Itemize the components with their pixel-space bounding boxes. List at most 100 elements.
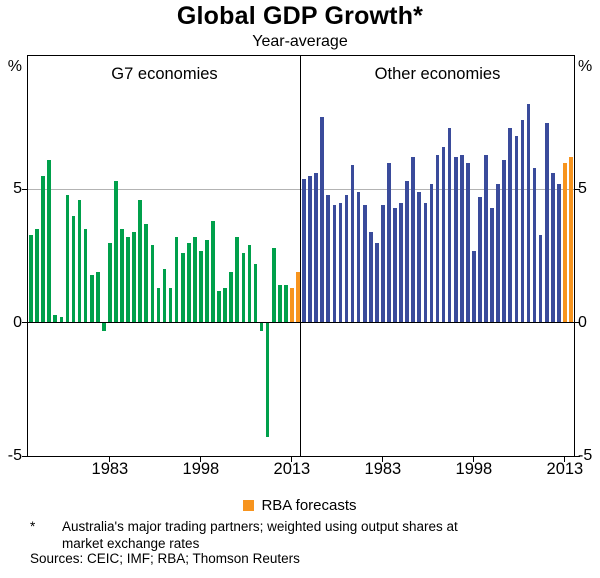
bar-g7-2005	[241, 253, 246, 323]
bar-other-2003	[502, 160, 507, 323]
panel-divider	[300, 56, 301, 456]
bar-other-2007	[526, 104, 531, 323]
sources-line: Sources: CEIC; IMF; RBA; Thomson Reuters	[30, 551, 300, 566]
bar-other-1993	[441, 146, 446, 323]
bar-g7-1983	[108, 242, 112, 323]
bar-other-1975	[332, 205, 337, 323]
bar-g7-2011	[277, 285, 282, 323]
bar-g7-1993	[168, 288, 173, 323]
y-tick-right-0	[575, 322, 580, 324]
panel-g7: G7 economies	[28, 56, 301, 456]
y-tick-label-left--5: -5	[7, 447, 22, 464]
y-tick-left--5	[22, 455, 27, 457]
bar-g7-1974	[53, 314, 58, 323]
bar-g7-2012	[284, 285, 288, 323]
bar-other-2001	[490, 208, 494, 323]
x-tick-g7-1998	[200, 457, 202, 462]
chart-subtitle: Year-average	[252, 33, 348, 50]
bar-g7-1999	[205, 240, 209, 323]
y-tick-left-0	[22, 322, 27, 324]
bar-g7-1970	[29, 234, 33, 323]
bar-other-1989	[417, 192, 422, 323]
chart-title: Global GDP Growth*	[176, 2, 424, 30]
y-tick-right-5	[575, 188, 580, 190]
bar-g7-1971	[35, 229, 39, 323]
bar-other-1981	[368, 232, 373, 323]
bar-other-2008	[532, 168, 537, 323]
bar-other-1996	[459, 154, 464, 323]
gridline-5	[28, 188, 574, 190]
bar-other-1979	[356, 192, 361, 323]
plot-frame: G7 economies Other economies	[27, 55, 575, 457]
y-tick-left-5	[22, 188, 27, 190]
y-tick-right--5	[575, 455, 580, 457]
bar-g7-1998	[199, 250, 203, 323]
bar-other-1995	[453, 157, 458, 323]
zero-line	[28, 322, 574, 324]
x-tick-label-g7-1998: 1998	[182, 460, 220, 478]
bar-other-1982	[375, 242, 379, 323]
bar-other-1971	[308, 176, 312, 323]
x-tick-label-other-1998: 1998	[455, 460, 493, 478]
x-tick-label-other-2013: 2013	[546, 460, 584, 478]
bars-other	[301, 56, 574, 456]
bar-other-1972	[314, 173, 318, 323]
bar-other-2002	[496, 184, 500, 323]
bar-other-2010	[544, 122, 549, 323]
x-tick-other-1998	[473, 457, 475, 462]
bar-g7-1980	[89, 274, 94, 323]
bar-other-1980	[362, 205, 367, 323]
bar-other-1973	[320, 117, 325, 323]
bar-g7-1977	[71, 216, 76, 323]
bar-other-1984	[387, 162, 391, 323]
bar-g7-2006	[247, 245, 252, 323]
bar-other-1985	[393, 208, 397, 323]
bar-other-2013	[563, 162, 567, 323]
bar-g7-1987	[132, 232, 136, 323]
bar-g7-1995	[180, 253, 185, 323]
bar-g7-2000	[211, 221, 215, 323]
bar-g7-1979	[83, 229, 88, 323]
legend-swatch	[243, 500, 255, 511]
bar-g7-1985	[120, 229, 124, 323]
bar-other-1986	[399, 202, 403, 323]
bars-g7	[28, 56, 301, 456]
panel-other: Other economies	[301, 56, 574, 456]
panel-label-g7: G7 economies	[111, 65, 218, 83]
y-tick-label-right--5: -5	[578, 447, 593, 464]
bar-other-2000	[484, 154, 488, 323]
bar-g7-2007	[253, 264, 258, 323]
bar-g7-1989	[144, 224, 149, 323]
bar-other-1978	[350, 165, 355, 323]
bar-g7-1975	[59, 317, 64, 323]
bar-other-1974	[326, 194, 331, 323]
bar-g7-2014	[296, 272, 300, 323]
bar-g7-1978	[77, 200, 82, 323]
y-tick-label-left-0: 0	[13, 313, 22, 331]
bar-g7-2009	[265, 322, 270, 438]
bar-other-1987	[405, 181, 409, 323]
bar-g7-2008	[259, 322, 264, 331]
footnote-text: Australia's major trading partners; weig…	[62, 519, 458, 551]
bar-other-2012	[557, 184, 561, 323]
bar-g7-1981	[95, 272, 100, 323]
x-tick-other-2013	[564, 457, 566, 462]
bar-other-2005	[514, 136, 519, 323]
bar-g7-2013	[290, 288, 294, 323]
bar-g7-2004	[235, 237, 240, 323]
bar-other-1990	[423, 202, 428, 323]
x-tick-other-1983	[382, 457, 384, 462]
bar-g7-1996	[186, 242, 191, 323]
bar-g7-1984	[114, 181, 118, 323]
bar-g7-2001	[217, 290, 221, 323]
bar-g7-1994	[174, 237, 179, 323]
y-axis-unit-right: %	[578, 58, 593, 75]
bar-other-1988	[411, 157, 416, 323]
bar-other-1991	[429, 184, 434, 323]
x-tick-label-g7-2013: 2013	[273, 460, 311, 478]
x-tick-label-g7-1983: 1983	[91, 460, 129, 478]
bar-g7-1976	[65, 194, 70, 323]
bar-g7-2003	[229, 272, 234, 323]
bar-g7-1991	[156, 288, 161, 323]
y-tick-label-right-5: 5	[578, 180, 587, 198]
